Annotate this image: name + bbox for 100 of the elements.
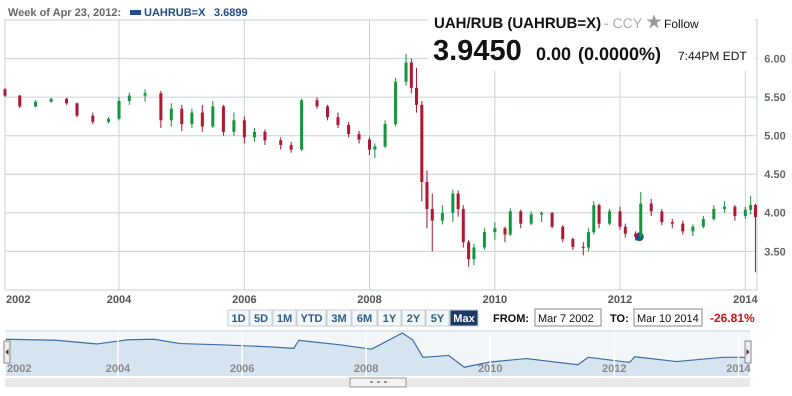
text: 3M [331, 313, 347, 325]
y-tick-label: 5.50 [764, 92, 786, 104]
text: Mar 10 2014 [637, 313, 699, 325]
text: -26.81% [710, 311, 756, 325]
text: Mar 7 2002 [538, 313, 594, 325]
candlestick [550, 212, 554, 229]
candlestick [316, 96, 319, 110]
candlestick [414, 67, 418, 114]
candlestick [634, 230, 638, 242]
candlestick [598, 203, 601, 229]
text: 1D [231, 313, 246, 325]
candlestick [279, 136, 282, 150]
candlestick [681, 220, 684, 235]
candlestick [561, 224, 564, 243]
candlestick [733, 204, 736, 222]
candlestick [618, 206, 622, 230]
candlestick [128, 92, 131, 106]
x-tick-label: 2008 [354, 363, 378, 375]
candlestick [482, 228, 486, 250]
text: Week of Apr 23, 2012: [8, 7, 122, 19]
candlestick [170, 102, 173, 127]
candlestick [702, 215, 705, 229]
annotation: 7:44PM EDT [678, 49, 748, 63]
candlestick [472, 243, 476, 266]
candlestick [582, 242, 585, 256]
x-tick-label: 2008 [357, 294, 382, 306]
candlestick [586, 228, 590, 252]
candlestick [744, 206, 747, 220]
candlestick [384, 120, 387, 149]
text: 3.6899 [214, 7, 248, 19]
x-tick-label: 2010 [478, 363, 503, 375]
text: YTD [300, 313, 323, 325]
candlestick [18, 94, 22, 108]
candlestick [200, 104, 204, 132]
candlestick [404, 53, 408, 86]
text: TO: [610, 313, 629, 325]
candlestick [754, 203, 757, 273]
candlestick [336, 112, 340, 128]
x-tick-label: 2012 [608, 294, 632, 306]
candlestick [118, 96, 121, 121]
x-tick-label: 2004 [106, 363, 132, 375]
text: Max [453, 313, 476, 325]
candlestick [430, 193, 434, 252]
candlestick [373, 142, 376, 159]
candlestick [722, 200, 726, 214]
text: 2Y [406, 313, 421, 325]
annotation: 0.00 [536, 44, 572, 64]
candlestick [326, 104, 330, 121]
x-tick-label: 2004 [106, 294, 132, 306]
candlestick [691, 224, 694, 236]
y-tick-label: 4.00 [764, 208, 786, 220]
candlestick [660, 208, 664, 226]
candlestick [290, 141, 293, 154]
candlestick [252, 128, 256, 142]
text: 6M [356, 313, 372, 325]
x-tick-label: 2002 [7, 363, 32, 375]
candlestick [347, 121, 350, 138]
text: 1M [276, 313, 292, 325]
candlestick [368, 136, 372, 156]
x-tick-label: 2006 [230, 363, 254, 375]
candlestick [263, 129, 266, 146]
candlestick [670, 218, 674, 229]
candlestick [624, 223, 627, 238]
x-tick-label: 2014 [733, 294, 758, 306]
candlestick [76, 102, 79, 118]
y-tick-label: 4.50 [764, 169, 786, 182]
text: 1Y [382, 313, 397, 325]
text: FROM: [493, 313, 530, 325]
annotation: Follow [664, 17, 700, 31]
annotation: - CCY [604, 15, 643, 31]
x-tick-label: 2012 [602, 363, 627, 375]
x-tick-label: 2014 [726, 363, 752, 375]
candlestick [540, 210, 544, 223]
y-tick-label: 6.00 [764, 53, 786, 66]
candlestick [530, 210, 533, 226]
y-tick-label: 3.50 [764, 246, 786, 258]
candlestick [358, 130, 361, 144]
candlestick [508, 208, 512, 236]
x-tick-label: 2002 [6, 294, 30, 306]
candlestick [571, 237, 574, 250]
annotation: 3.9450 [433, 35, 522, 67]
candlestick [456, 190, 460, 218]
candlestick [440, 204, 444, 225]
candlestick [712, 204, 716, 222]
candlestick [190, 108, 194, 128]
candlestick [650, 198, 653, 216]
annotation: (0.0000%) [578, 44, 662, 64]
candlestick [749, 195, 752, 215]
legend-label: UAHRUB=X [144, 7, 206, 19]
candlestick [4, 87, 6, 98]
candlestick [232, 112, 236, 136]
candlestick [242, 116, 246, 144]
candlestick [608, 208, 612, 226]
text: 5D [254, 313, 268, 325]
candlestick [467, 239, 470, 268]
y-tick-label: 5.00 [764, 130, 786, 143]
candlestick [451, 189, 454, 223]
x-tick-label: 2010 [482, 294, 508, 306]
candlestick [519, 209, 522, 229]
candlestick [503, 226, 506, 243]
